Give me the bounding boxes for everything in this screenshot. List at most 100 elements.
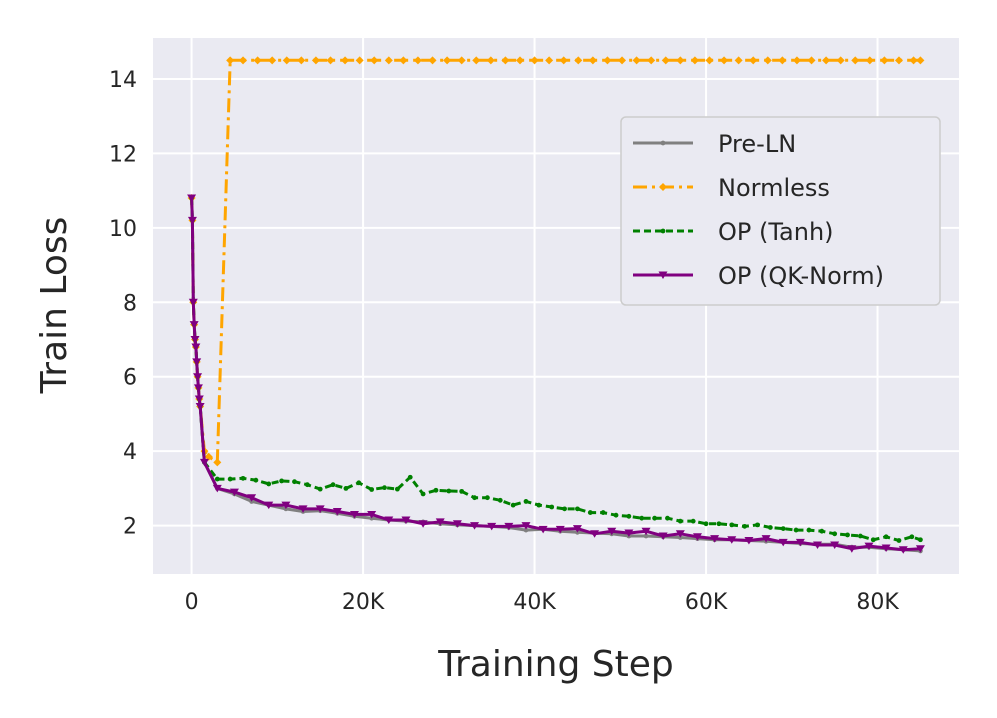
data-point-op-tanh <box>227 476 233 482</box>
data-point-op-tanh <box>343 485 349 491</box>
data-point-normless <box>618 56 627 65</box>
data-point-normless <box>734 56 743 65</box>
data-point-op-qk-norm <box>710 535 720 543</box>
data-point-normless <box>311 56 320 65</box>
data-point-normless <box>690 56 699 65</box>
data-point-normless <box>515 56 524 65</box>
legend: Pre-LN Normless OP (Tanh) OP (QK-Norm) <box>620 116 941 306</box>
data-point-op-qk-norm <box>187 194 197 203</box>
data-point-op-tanh <box>562 506 567 512</box>
data-point-op-tanh <box>690 518 696 524</box>
legend-marker-normless <box>659 183 667 191</box>
data-point-op-qk-norm <box>418 520 428 528</box>
data-point-op-qk-norm <box>247 494 257 502</box>
data-point-op-tanh <box>510 502 516 508</box>
data-point-op-qk-norm <box>199 458 209 467</box>
data-point-normless <box>574 56 583 65</box>
legend-label-pre-ln: Pre-LN <box>718 130 796 158</box>
data-point-op-tanh <box>304 482 310 488</box>
y-tick-label: 6 <box>123 366 137 391</box>
data-point-op-qk-norm <box>281 501 291 510</box>
legend-marker-pre-ln <box>660 140 666 146</box>
data-point-op-qk-norm <box>187 216 197 225</box>
data-point-normless <box>370 56 379 65</box>
data-point-op-qk-norm <box>744 537 754 545</box>
y-tick-label: 14 <box>109 68 137 93</box>
data-point-op-qk-norm <box>624 529 634 538</box>
data-point-op-tanh <box>382 485 387 491</box>
data-point-normless <box>880 56 889 65</box>
data-point-op-qk-norm <box>847 545 857 553</box>
y-tick-label: 12 <box>109 142 137 167</box>
data-point-op-tanh <box>755 522 760 528</box>
data-point-op-tanh <box>845 532 850 538</box>
data-point-op-qk-norm <box>555 525 565 534</box>
data-point-normless <box>443 56 452 65</box>
data-point-op-qk-norm <box>881 544 891 552</box>
data-point-op-tanh <box>780 526 786 531</box>
data-point-pre-ln <box>523 527 529 533</box>
data-point-normless <box>268 56 277 65</box>
data-point-pre-ln <box>643 533 649 539</box>
data-point-normless <box>676 56 685 65</box>
data-point-normless <box>778 56 787 65</box>
y-tick-label: 2 <box>123 515 137 540</box>
data-point-normless <box>399 56 408 65</box>
data-point-op-tanh <box>497 497 503 503</box>
data-point-op-tanh <box>665 515 670 521</box>
data-point-op-tanh <box>292 479 297 485</box>
legend-box <box>620 116 941 306</box>
data-point-op-qk-norm <box>590 530 600 538</box>
x-tick-label: 60K <box>685 590 728 615</box>
data-point-op-tanh <box>883 534 889 540</box>
data-point-op-tanh <box>446 488 452 494</box>
data-point-op-qk-norm <box>658 532 668 541</box>
data-point-op-tanh <box>240 475 246 481</box>
data-point-normless <box>749 56 758 65</box>
data-point-op-qk-norm <box>195 403 205 411</box>
x-axis-title: Training Step <box>437 644 673 685</box>
data-point-op-qk-norm <box>487 522 497 531</box>
x-tick-label: 20K <box>342 590 385 615</box>
data-point-normless <box>355 56 364 65</box>
data-point-op-qk-norm <box>229 488 239 497</box>
data-point-normless <box>253 56 262 65</box>
data-point-op-qk-norm <box>470 522 480 530</box>
data-point-normless <box>894 56 903 65</box>
data-point-op-qk-norm <box>212 484 222 493</box>
data-point-op-qk-norm <box>367 510 377 519</box>
data-point-normless <box>486 56 495 65</box>
data-point-op-tanh <box>330 482 336 488</box>
data-point-op-tanh <box>523 499 529 504</box>
data-point-op-tanh <box>253 477 259 483</box>
data-point-op-tanh <box>420 491 426 497</box>
data-point-op-qk-norm <box>572 525 582 533</box>
data-point-op-qk-norm <box>504 522 514 531</box>
data-point-normless <box>341 56 350 65</box>
data-point-op-tanh <box>729 522 735 528</box>
data-point-op-tanh <box>652 515 658 521</box>
data-point-normless <box>720 56 729 65</box>
data-point-normless <box>705 56 714 65</box>
data-point-normless <box>865 56 874 65</box>
data-point-op-tanh <box>317 486 323 492</box>
data-point-op-tanh <box>742 523 748 529</box>
data-point-op-tanh <box>857 533 863 539</box>
data-point-op-qk-norm <box>193 373 203 381</box>
data-point-op-qk-norm <box>191 343 201 351</box>
data-point-op-qk-norm <box>692 533 702 541</box>
data-point-op-qk-norm <box>315 505 325 513</box>
data-point-normless <box>588 56 597 65</box>
data-point-op-qk-norm <box>727 536 737 544</box>
data-point-normless <box>326 56 335 65</box>
data-point-op-qk-norm <box>761 535 771 543</box>
data-point-op-tanh <box>909 534 915 540</box>
data-point-op-qk-norm <box>675 530 685 538</box>
data-point-op-tanh <box>918 537 923 543</box>
data-point-op-tanh <box>369 487 375 492</box>
data-point-op-qk-norm <box>813 541 823 549</box>
x-tick-label: 0 <box>185 590 199 615</box>
data-point-op-tanh <box>472 495 477 501</box>
legend-marker-op-qk-norm <box>658 271 668 279</box>
data-point-normless <box>632 56 641 65</box>
